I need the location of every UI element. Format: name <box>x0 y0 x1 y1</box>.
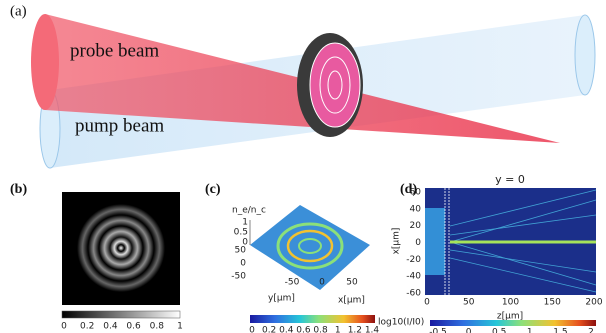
tick-label: 0.6 <box>126 322 141 332</box>
tick-label: 0 <box>249 326 255 333</box>
pump-end <box>575 15 595 95</box>
panel-a: (a) probe beam pump beam <box>10 3 595 168</box>
tick-label: 50 <box>463 298 475 308</box>
axis-label: y[μm] <box>268 294 295 304</box>
tick-label: 0 <box>319 278 325 288</box>
panel-label: (c) <box>205 182 221 197</box>
tick-label: 0 <box>240 259 246 269</box>
tick-label: 1.2 <box>348 326 362 333</box>
panel-b: (b) 0 0.2 0.4 0.6 0.8 1 <box>10 182 183 331</box>
tick-label: 200 <box>585 298 602 308</box>
tick-label: 1 <box>242 218 248 228</box>
tick-label: 2 <box>588 328 594 333</box>
tick-label: 0 <box>61 322 67 332</box>
axis-label: n_e/n_c <box>232 206 266 216</box>
tick-label: 0.8 <box>313 326 328 333</box>
tick-label: 20 <box>410 221 422 231</box>
axis-label: x[μm] <box>392 228 402 255</box>
tick-label: 1 <box>335 326 341 333</box>
tick-label: 1 <box>177 322 183 332</box>
tick-label: 100 <box>502 298 519 308</box>
tick-label: -50 <box>231 272 246 282</box>
colorbar <box>250 315 375 323</box>
tick-label: 50 <box>346 278 358 288</box>
tick-label: 0.4 <box>103 322 118 332</box>
tick-label: 0.2 <box>80 322 94 332</box>
colorbar <box>62 311 180 318</box>
tick-label: 0.4 <box>279 326 294 333</box>
tick-label: -50 <box>285 278 300 288</box>
colorbar <box>430 320 596 326</box>
tick-label: 0 <box>424 298 430 308</box>
tick-label: 0.8 <box>150 322 165 332</box>
probe-end <box>31 14 59 110</box>
target <box>310 43 360 127</box>
tick-label: 1.5 <box>553 328 567 333</box>
tick-label: 0 <box>466 328 472 333</box>
tick-label: 50 <box>235 246 247 256</box>
tick-label: 60 <box>410 188 422 198</box>
tick-label: 150 <box>544 298 561 308</box>
tick-label: 0.2 <box>262 326 276 333</box>
colorbar-label: log10(I/I0) <box>378 318 424 328</box>
tick-label: 0 <box>415 238 421 248</box>
plot-title: y = 0 <box>495 173 525 186</box>
tick-label: 0.5 <box>234 228 248 238</box>
tick-label: -20 <box>406 255 421 265</box>
figure: (a) probe beam pump beam (b) 00.20.40.60… <box>0 0 606 333</box>
tick-label: -60 <box>406 289 421 299</box>
panel-label: (a) <box>10 3 27 19</box>
beam-label: probe beam <box>70 40 159 61</box>
tick-label: 1 <box>527 328 533 333</box>
tick-label: -40 <box>406 272 421 282</box>
tick-label: 0.5 <box>492 328 506 333</box>
beam-label: pump beam <box>75 115 164 136</box>
panel-label: (b) <box>10 182 27 197</box>
tick-label: 40 <box>410 204 422 214</box>
axis-label: x[μm] <box>338 296 365 306</box>
tick-label: 0.6 <box>296 326 311 333</box>
ring-pattern <box>66 193 176 303</box>
tick-label: -0.5 <box>429 328 447 333</box>
